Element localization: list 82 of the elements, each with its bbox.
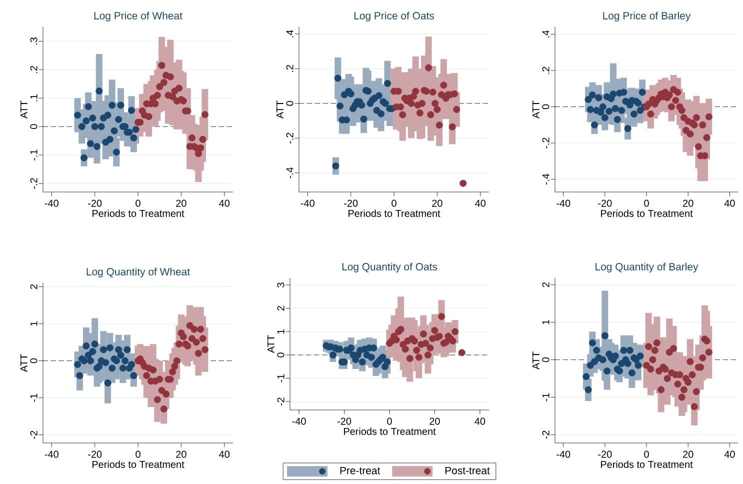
- y-tick-label: -1: [30, 394, 38, 402]
- x-tick-label: -20: [598, 450, 612, 458]
- y-tick-label: -.1: [30, 150, 38, 160]
- y-tick-label: .4: [542, 30, 550, 38]
- x-tick-label: 0: [387, 418, 392, 425]
- y-tick-label: -.2: [30, 178, 38, 189]
- y-tick-label: 0: [286, 101, 294, 106]
- x-tick-label: 40: [724, 200, 735, 207]
- legend-label: Pre-treat: [340, 466, 380, 474]
- chart-title: Log Price of Wheat: [94, 12, 182, 22]
- y-tick-label: -2: [277, 398, 284, 406]
- y-axis-title: ATT: [267, 335, 274, 354]
- y-axis-title: ATT: [20, 354, 28, 372]
- x-tick-label: -20: [598, 200, 612, 207]
- x-axis-title: Periods to Treatment: [92, 460, 184, 468]
- y-tick-label: 3: [277, 282, 284, 288]
- y-tick-label: .1: [30, 94, 38, 102]
- x-tick-label: 0: [644, 200, 649, 207]
- y-tick-label: -.2: [286, 132, 294, 144]
- x-tick-label: 0: [644, 450, 649, 458]
- y-axis-title: ATT: [20, 100, 28, 119]
- chart-title: Log Price of Barley: [603, 12, 691, 22]
- x-tick-label: 20: [432, 200, 442, 207]
- y-tick-label: 0: [277, 352, 284, 358]
- x-tick-label: -20: [338, 418, 352, 425]
- x-tick-label: 0: [392, 200, 396, 207]
- x-tick-label: 20: [683, 450, 694, 458]
- y-tick-label: -1: [277, 374, 284, 382]
- x-tick-label: -40: [44, 450, 58, 458]
- x-tick-label: 20: [430, 418, 440, 425]
- y-tick-label: -1: [542, 393, 550, 402]
- x-tick-label: -20: [344, 200, 358, 207]
- y-tick-label: -.4: [542, 174, 550, 185]
- chart-title: Log Price of Oats: [354, 12, 434, 22]
- y-tick-label: .2: [542, 66, 550, 74]
- y-tick-label: .2: [30, 66, 38, 73]
- x-axis-title: Periods to Treatment: [348, 210, 440, 217]
- y-tick-label: 0: [30, 124, 38, 129]
- x-tick-label: 20: [683, 200, 694, 207]
- x-tick-label: 20: [176, 450, 186, 458]
- chart-title: Log Quantity of Barley: [596, 262, 698, 272]
- x-axis-title: Periods to Treatment: [92, 210, 184, 217]
- y-tick-label: 2: [542, 282, 550, 288]
- chart-title: Log Quantity of Wheat: [86, 268, 190, 278]
- y-tick-label: 1: [30, 321, 38, 326]
- y-tick-label: -.4: [286, 167, 294, 178]
- x-axis-title: Periods to Treatment: [600, 210, 693, 217]
- x-tick-label: 40: [219, 450, 230, 458]
- y-tick-label: -.2: [542, 138, 550, 148]
- x-tick-label: 0: [136, 200, 140, 207]
- y-tick-label: .3: [30, 37, 38, 44]
- y-tick-label: 1: [277, 329, 284, 334]
- y-tick-label: 0: [542, 357, 550, 362]
- x-tick-label: -40: [556, 200, 570, 207]
- x-tick-label: -20: [88, 450, 102, 458]
- x-tick-label: -40: [556, 450, 570, 458]
- x-tick-label: -20: [88, 200, 102, 207]
- x-tick-label: -40: [44, 200, 58, 207]
- y-axis-title: ATT: [532, 352, 540, 370]
- x-tick-label: 40: [219, 200, 230, 207]
- x-tick-label: -40: [300, 200, 314, 207]
- y-axis-title: ATT: [276, 100, 284, 119]
- x-tick-label: 40: [724, 450, 735, 458]
- y-tick-label: -2: [30, 430, 38, 439]
- y-tick-label: 0: [542, 104, 550, 110]
- x-tick-label: 0: [136, 450, 140, 458]
- chart-title: Log Quantity of Oats: [342, 262, 438, 272]
- x-tick-label: 40: [475, 200, 486, 207]
- y-tick-label: 2: [277, 306, 284, 311]
- x-tick-label: 40: [474, 418, 486, 425]
- y-tick-label: -2: [542, 430, 550, 439]
- y-tick-label: 2: [30, 284, 38, 289]
- y-tick-label: .4: [286, 30, 294, 38]
- x-tick-label: 20: [176, 200, 186, 207]
- x-tick-label: -40: [292, 418, 306, 425]
- y-tick-label: 1: [542, 320, 550, 324]
- y-tick-label: .2: [286, 65, 294, 72]
- legend-label: Post-treat: [445, 466, 490, 474]
- y-tick-label: 0: [30, 358, 38, 364]
- x-axis-title: Periods to Treatment: [600, 460, 693, 468]
- x-axis-title: Periods to Treatment: [344, 428, 436, 435]
- y-axis-title: ATT: [532, 100, 540, 119]
